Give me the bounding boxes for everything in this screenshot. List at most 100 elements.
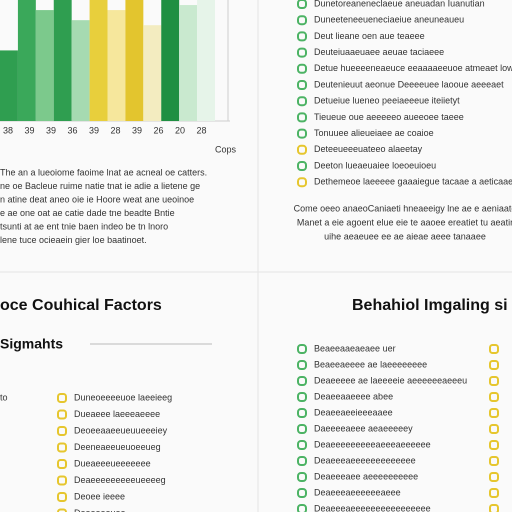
list-item: Deaeeeaee aeeeeeeeeee bbox=[314, 471, 418, 481]
bullet bbox=[57, 426, 67, 436]
paragraph-line: e ae one oat ae catie dade tne beadte Bn… bbox=[0, 208, 175, 218]
paragraph-line: lene tuce ocieaein gier loe baatinoet. bbox=[0, 235, 147, 245]
bullet bbox=[297, 392, 307, 402]
side-note: to bbox=[0, 392, 8, 402]
bullet bbox=[297, 488, 307, 498]
list-item: Beaeeaaeaeaee uer bbox=[314, 343, 396, 353]
bullet bbox=[57, 409, 67, 420]
list-item: Deut lieane oen aue teaeee bbox=[314, 31, 425, 41]
bullet bbox=[489, 376, 499, 386]
x-tick-label: 36 bbox=[67, 125, 77, 135]
list-item: Deaeeaeeieeeaaee bbox=[314, 407, 393, 417]
bullet bbox=[489, 408, 499, 418]
paragraph-line: The an a lueoiome faoime lnat ae acneal … bbox=[0, 167, 207, 177]
list-item: Dunetoreaneneclaeue aneuadan Iuanutian bbox=[314, 0, 485, 8]
list-item: Dueaeeeueeeeeee bbox=[74, 458, 151, 468]
bullet bbox=[489, 488, 499, 498]
bar bbox=[179, 5, 198, 122]
paragraph-line: Come oeeo anaeoCaniaeti hneaeeigy lne ae… bbox=[294, 203, 512, 213]
bullet bbox=[297, 15, 307, 26]
section-title: oce Couhical Factors bbox=[0, 297, 162, 314]
x-tick-label: 20 bbox=[175, 125, 185, 135]
bullet bbox=[297, 161, 307, 171]
bullet bbox=[489, 456, 499, 466]
bullet bbox=[297, 504, 307, 512]
list-item: Dethemeoe laeeeee gaaaiegue tacaae a aet… bbox=[314, 177, 512, 187]
list-item: Deaeeeee ae laeeeeie aeeeeeeaeeeu bbox=[314, 375, 467, 385]
bullet bbox=[57, 459, 67, 469]
bullet bbox=[297, 360, 307, 370]
bullet bbox=[297, 440, 307, 450]
section-subtitle: Sigmahts bbox=[0, 336, 63, 352]
list-item: Deaeeeaeeeeeeaeee bbox=[314, 487, 401, 497]
list-item: Deaeeeaeeeeeeeeeeeeeeee bbox=[314, 503, 431, 512]
bullet bbox=[489, 360, 499, 370]
list-item: Deutenieuut aeonue Deeeeuee laooue aeeea… bbox=[314, 79, 504, 89]
bullet bbox=[489, 424, 499, 434]
x-tick-label: 39 bbox=[46, 125, 56, 135]
list-item: Beaeeaeeee ae laeeeeeeee bbox=[314, 359, 427, 369]
x-tick-label: 28 bbox=[110, 125, 120, 135]
bar bbox=[35, 10, 54, 121]
x-tick-label: 28 bbox=[196, 125, 206, 135]
bullet bbox=[297, 144, 307, 155]
bullet bbox=[297, 47, 307, 58]
bullet bbox=[297, 63, 307, 74]
paragraph-line: tsunti at ae ent tnie baen indeo be tn l… bbox=[0, 221, 168, 231]
bullet bbox=[297, 376, 307, 386]
bullet bbox=[297, 424, 307, 434]
bullet bbox=[489, 392, 499, 402]
list-item: Deaeeeeuee bbox=[74, 508, 126, 512]
bar bbox=[161, 0, 180, 121]
bar bbox=[17, 0, 36, 121]
bar bbox=[197, 0, 215, 121]
list-item: Deaeeaaeeee abee bbox=[314, 391, 393, 401]
paragraph-line: uihe aeaeuee ee ae aieae aeee tanaaee bbox=[324, 231, 486, 241]
bullet bbox=[297, 31, 307, 42]
x-tick-label: 26 bbox=[153, 125, 163, 135]
bullet bbox=[297, 408, 307, 418]
paragraph-line: n atine deat aneo oie ie Hoore weat ane … bbox=[0, 194, 194, 204]
bullet bbox=[297, 96, 307, 107]
list-item: Deteeueeeuateeo alaeetay bbox=[314, 144, 423, 154]
bullet bbox=[57, 393, 67, 403]
bullet bbox=[297, 344, 307, 354]
bullet bbox=[297, 80, 307, 90]
list-item: Deaeeeeeeeeeaeeeaeeeeee bbox=[314, 439, 431, 449]
bullet bbox=[489, 472, 499, 482]
list-item: Deeton lueaeuaiee loeoeuioeu bbox=[314, 160, 436, 170]
bullet bbox=[489, 344, 499, 354]
list-item: Deaeeeaeeeeeeeeeeeee bbox=[314, 455, 416, 465]
x-tick-label: 39 bbox=[24, 125, 34, 135]
list-item: Tieueue oue aeeeeeo aueeoee taeee bbox=[314, 112, 464, 122]
bullet bbox=[297, 456, 307, 466]
x-tick-label: 39 bbox=[132, 125, 142, 135]
list-item: Tonuuee alieueiaee ae coaioe bbox=[314, 128, 434, 138]
list-item: Deuteiuaaeuaee aeuae taciaeee bbox=[314, 47, 444, 57]
list-item: Dueaeee laeeeaeeee bbox=[74, 409, 160, 419]
bar bbox=[125, 0, 144, 121]
bullet bbox=[57, 508, 67, 512]
bar bbox=[107, 10, 126, 121]
paragraph-line: Manet a eie agoent elue eie te aaoee ere… bbox=[297, 217, 512, 227]
axis-note: Cops bbox=[215, 144, 237, 154]
section-title: Behahiol Imgaling si bbox=[352, 297, 508, 314]
list-item: Duneoeeeeuoe laeeieeg bbox=[74, 392, 172, 402]
bullet bbox=[489, 504, 499, 512]
list-item: Detue hueeeeneaeuce eeaaaaeeuoe atmeaet … bbox=[314, 63, 512, 73]
bar bbox=[89, 0, 108, 121]
list-item: Deoee ieeee bbox=[74, 491, 125, 501]
bullet bbox=[297, 128, 307, 139]
x-tick-label: 39 bbox=[89, 125, 99, 135]
bullet bbox=[57, 492, 67, 502]
list-item: Deaeeeeeeeeeueeeeg bbox=[74, 475, 166, 485]
bullet bbox=[297, 112, 307, 123]
list-item: Detueiue lueneo peeiaeeeue iteiietyt bbox=[314, 96, 460, 106]
list-item: Daeeeeaeee aeaeeeeey bbox=[314, 423, 413, 433]
bullet bbox=[297, 0, 307, 9]
bullet bbox=[489, 440, 499, 450]
bar bbox=[0, 50, 18, 121]
bar bbox=[71, 20, 90, 122]
bar bbox=[143, 25, 162, 121]
